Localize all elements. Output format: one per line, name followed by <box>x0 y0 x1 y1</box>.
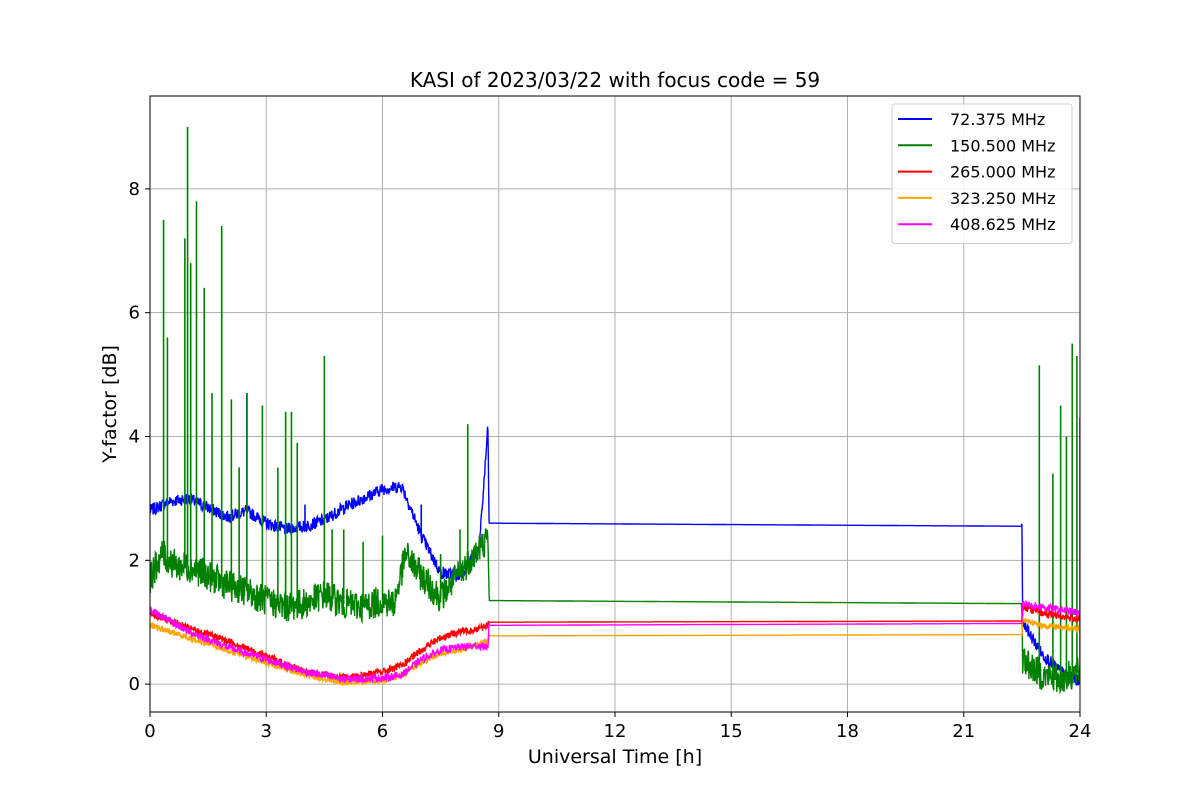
legend-label: 72.375 MHz <box>950 110 1045 129</box>
legend-box <box>891 103 1073 244</box>
legend: 72.375 MHz 150.500 MHz 265.000 MHz 323.250 … <box>891 103 1073 244</box>
y-tick-label: 2 <box>129 550 140 571</box>
legend-label: 265.000 MHz <box>950 163 1055 182</box>
x-tick-label: 15 <box>720 721 743 742</box>
plot-area <box>150 126 1080 695</box>
series-line <box>150 528 1080 695</box>
x-axis-label: Universal Time [h] <box>528 746 702 768</box>
y-tick-label: 4 <box>129 427 140 448</box>
y-axis-label: Y-factor [dB] <box>99 345 121 464</box>
x-tick-label: 21 <box>952 721 975 742</box>
x-tick-label: 18 <box>836 721 859 742</box>
y-tick-label: 8 <box>129 179 140 200</box>
x-tick-label: 12 <box>604 721 627 742</box>
legend-label: 323.250 MHz <box>950 189 1055 208</box>
x-tick-label: 0 <box>144 721 155 742</box>
x-tick-label: 24 <box>1069 721 1092 742</box>
legend-label: 150.500 MHz <box>950 136 1055 155</box>
x-tick-label: 3 <box>261 721 272 742</box>
y-tick-label: 6 <box>129 303 140 324</box>
y-tick-label: 0 <box>129 674 140 695</box>
x-tick-label: 6 <box>377 721 388 742</box>
x-tick-label: 9 <box>493 721 504 742</box>
legend-label: 408.625 MHz <box>950 215 1055 234</box>
chart-title: KASI of 2023/03/22 with focus code = 59 <box>410 68 820 92</box>
series-line <box>150 600 1080 684</box>
